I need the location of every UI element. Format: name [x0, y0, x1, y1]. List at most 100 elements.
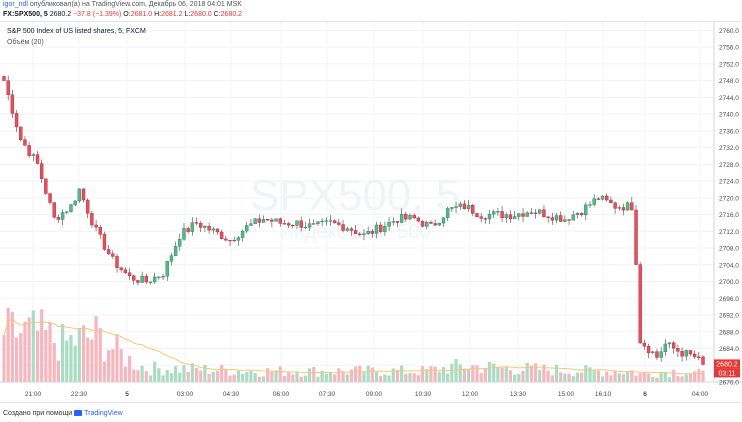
candle-body: [391, 221, 395, 223]
candle-body: [282, 223, 287, 225]
volume-bar: [328, 372, 333, 382]
candle-body: [39, 163, 44, 179]
candle-body: [579, 213, 584, 216]
volume-bar: [140, 365, 144, 382]
volume-bar: [278, 366, 282, 382]
candle-body: [692, 353, 697, 358]
volume-bar: [487, 361, 492, 382]
volume-bar: [48, 322, 52, 382]
volume-bar: [554, 364, 559, 382]
volume-bar: [186, 371, 190, 382]
candle-body: [450, 207, 454, 209]
volume-bar: [6, 307, 10, 382]
volume-bar: [408, 372, 412, 382]
volume-bar: [353, 366, 358, 382]
candle-body: [701, 356, 705, 365]
candle-body: [395, 221, 400, 223]
volume-bar: [194, 367, 199, 382]
volume-bar: [240, 373, 245, 382]
volume-bar: [688, 373, 693, 382]
volume-bar: [693, 371, 697, 382]
y-tick-label: 2752.0: [719, 61, 739, 68]
volume-bar: [646, 373, 651, 382]
candle-body: [600, 195, 605, 200]
candle-body: [90, 213, 94, 226]
candle-body: [554, 215, 559, 221]
y-tick-label: 2688.0: [719, 329, 739, 336]
candle-body: [98, 227, 102, 235]
y-tick-label: 2712.0: [719, 229, 739, 236]
candle-body: [605, 195, 609, 201]
volume-bar: [299, 376, 303, 382]
candle-body: [332, 220, 337, 223]
price-chart[interactable]: SPX500, 5 Индекс S&P 500 2760.02756.0275…: [0, 22, 742, 402]
candle-body: [358, 233, 362, 235]
volume-bar: [102, 361, 107, 382]
volume-bar: [228, 375, 232, 382]
candle-body: [148, 281, 153, 283]
volume-bar: [132, 369, 136, 382]
candle-body: [249, 223, 253, 226]
volume-bar: [349, 369, 354, 382]
volume-ma: [3, 317, 704, 375]
candle-body: [676, 348, 680, 352]
time-axis[interactable]: 21:00 22:30 5 03:00 04:30 06:00 07:30 09:00 10:3…: [25, 391, 709, 398]
close-label: C:: [213, 11, 221, 18]
volume-bar: [119, 349, 123, 382]
candle-body: [525, 212, 529, 217]
candle-body: [466, 205, 471, 209]
y-tick-label: 2692.0: [719, 313, 739, 320]
candle-body: [291, 224, 295, 227]
volume-bar: [324, 373, 328, 382]
volume-bar: [307, 368, 312, 382]
credit-text: Создано при помощи: [3, 410, 75, 417]
volume-bars: [2, 307, 705, 382]
candle-body: [253, 218, 257, 224]
volume-bar: [479, 373, 483, 382]
volume-bar: [533, 363, 538, 382]
volume-bar: [492, 363, 496, 382]
volume-bar: [550, 375, 554, 382]
volume-bar: [19, 333, 23, 382]
candle-body: [349, 228, 354, 231]
volume-bar: [592, 369, 596, 382]
volume-bar: [575, 372, 580, 382]
volume-bar: [266, 368, 270, 382]
y-tick-label: 2760.0: [719, 28, 739, 35]
y-tick-label: 2708.0: [719, 246, 739, 253]
candle-body: [60, 212, 65, 220]
candle-body: [261, 219, 266, 223]
volume-bar: [379, 376, 383, 382]
candle-body: [182, 228, 186, 240]
volume-bar: [23, 321, 27, 382]
volume-bar: [153, 361, 157, 382]
candle-body: [479, 216, 483, 219]
volume-bar: [199, 370, 203, 382]
y-tick-label: 2744.0: [719, 95, 739, 102]
y-tick-label: 2736.0: [719, 128, 739, 135]
volume-bar: [433, 366, 437, 382]
volume-legend: Объём (20): [7, 38, 44, 46]
candle-body: [257, 218, 262, 223]
y-tick-label: 2728.0: [719, 162, 739, 169]
volume-bar: [86, 337, 90, 382]
price-axis[interactable]: 2760.0 2756.0 2752.0 2748.0 2744.0 2740.0 2736…: [719, 28, 739, 387]
volume-bar: [144, 371, 148, 382]
tradingview-link[interactable]: TradingView: [84, 410, 123, 417]
volume-bar: [446, 373, 450, 382]
candle-body: [416, 217, 421, 222]
candle-body: [35, 154, 40, 164]
price-badge-text: 2680.2: [716, 361, 738, 368]
candle-body: [638, 264, 642, 344]
candle-body: [454, 206, 458, 208]
volume-bar: [651, 376, 655, 382]
candle-body: [140, 275, 144, 283]
candle-body: [684, 350, 688, 357]
author-link[interactable]: igor_ndl: [3, 1, 28, 8]
candle-body: [383, 226, 387, 232]
volume-bar: [634, 375, 638, 382]
high-label: H:: [154, 11, 162, 18]
price-change: −37.8 (−1.39%): [73, 11, 122, 18]
candle-body: [245, 225, 249, 232]
volume-bar: [513, 374, 517, 382]
